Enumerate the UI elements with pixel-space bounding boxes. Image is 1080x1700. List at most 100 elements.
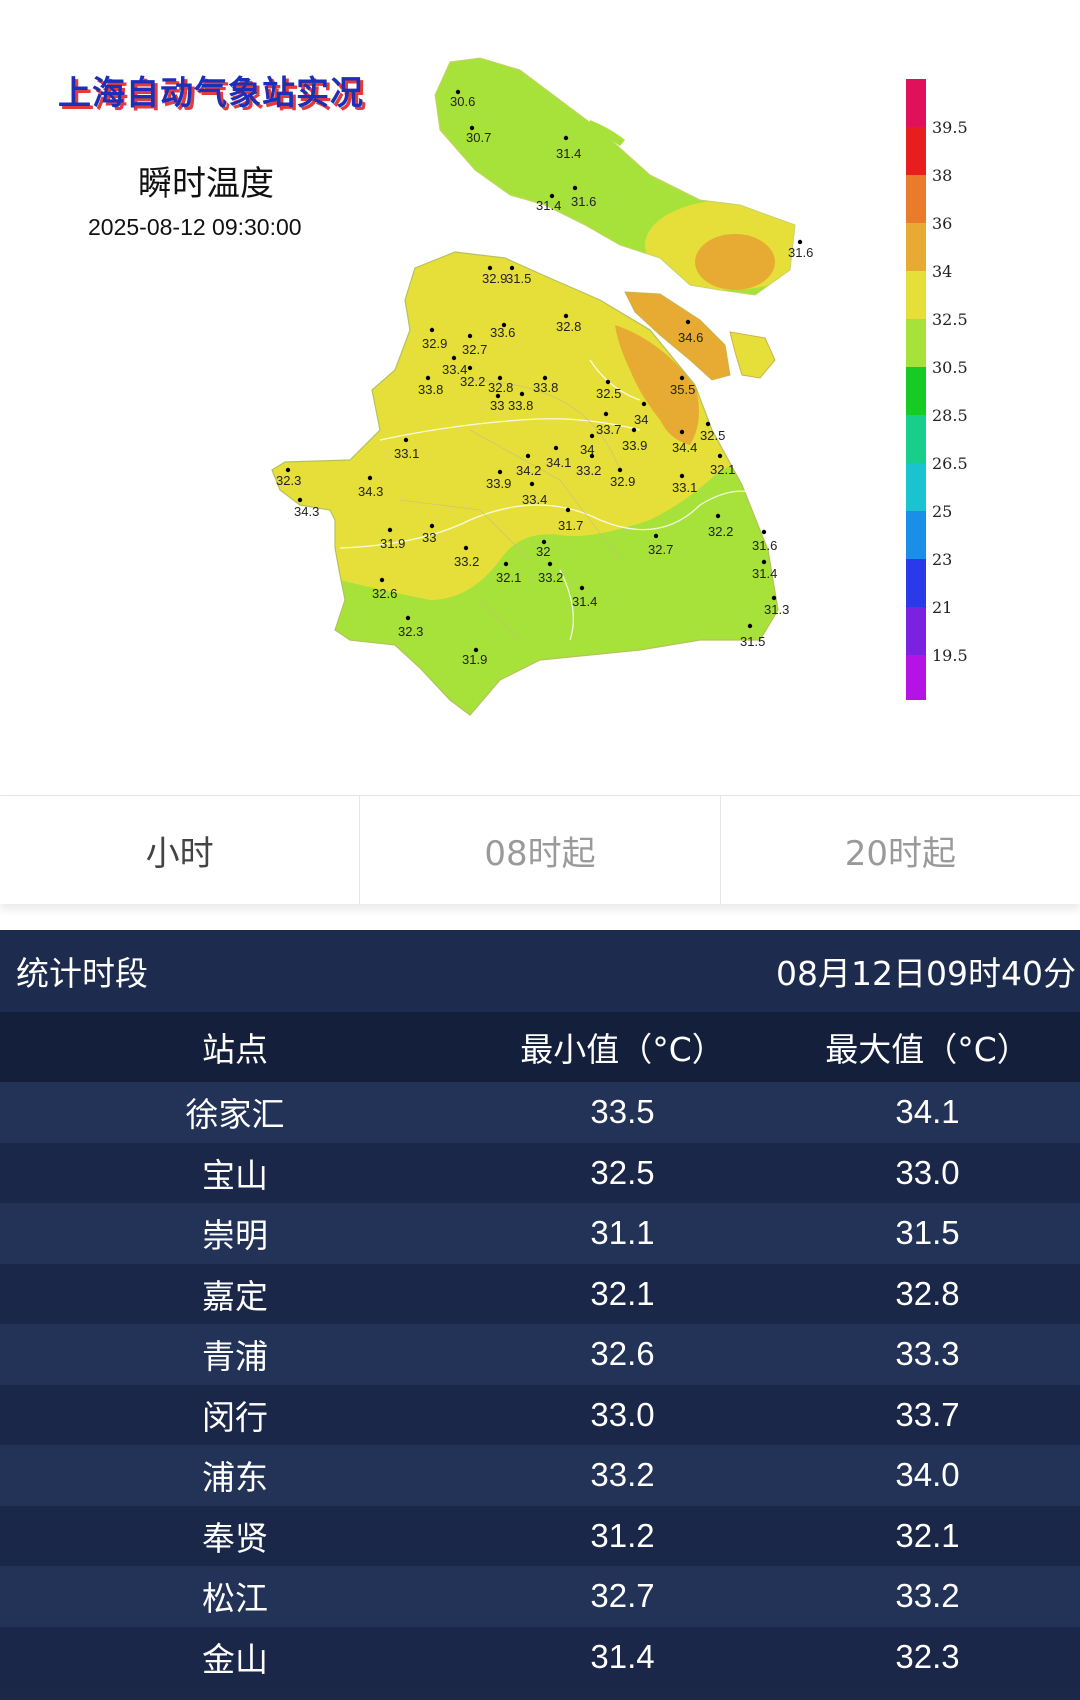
column-header-min: 最小值（°C） [520,1030,725,1069]
legend-swatch [906,271,926,319]
max-value: 34.1 [895,1093,960,1131]
station-value: 32.5 [700,428,725,443]
station-name: 崇明 [202,1216,268,1256]
station-name: 金山 [202,1639,268,1679]
station-value: 34 [634,412,648,427]
legend-label: 36 [932,214,952,233]
legend-swatch [906,655,926,700]
min-value: 31.2 [590,1516,655,1554]
max-value: 33.7 [895,1395,960,1433]
station-value: 34.3 [294,504,319,519]
legend-label: 34 [932,262,952,281]
temperature-map-panel: 30.6 30.7 31.4 31.4 31.6 31.6 32.9 31.5 … [0,0,1080,795]
max-value: 31.5 [895,1214,960,1252]
station-value: 33 [490,398,504,413]
station-value: 34.3 [358,484,383,499]
max-value: 32.1 [895,1516,960,1554]
max-value: 33.0 [895,1153,960,1191]
legend-swatch [906,511,926,559]
station-value: 33.9 [622,438,647,453]
station-value: 32.7 [462,342,487,357]
period-value: 08月12日09时40分 [776,954,1076,993]
station-value: 32.8 [488,380,513,395]
table-body: 徐家汇 33.5 34.1 宝山 32.5 33.0 崇明 31.1 31.5 … [0,1082,1080,1687]
tab-since-20[interactable]: 20时起 [844,833,956,874]
station-value: 32.8 [556,319,581,334]
station-value: 33.8 [508,398,533,413]
stats-table: 统计时段 08月12日09时40分 站点 最小值（°C） 最大值（°C） 徐家汇… [0,930,1080,1700]
legend-label: 38 [932,166,952,185]
station-name: 闵行 [202,1397,268,1437]
station-value: 31.5 [740,634,765,649]
map-title: 上海自动气象站实况 [58,73,364,112]
station-value: 32.3 [276,473,301,488]
station-value: 31.4 [752,566,777,581]
station-value: 31.3 [764,602,789,617]
station-value: 31.4 [556,146,581,161]
legend-swatch [906,319,926,367]
shanghai-temperature-map: 30.6 30.7 31.4 31.4 31.6 31.6 32.9 31.5 … [271,57,968,716]
station-value: 32.3 [398,624,423,639]
legend-label: 32.5 [932,310,968,329]
station-value: 31.5 [506,271,531,286]
station-value: 31.6 [571,194,596,209]
legend-label: 19.5 [932,646,968,665]
legend-swatch [906,79,926,127]
station-value: 32.1 [710,462,735,477]
tab-hourly[interactable]: 小时 [0,796,361,904]
max-value: 32.8 [895,1274,960,1312]
table-row: 青浦 32.6 33.3 [0,1324,1080,1385]
min-value: 33.5 [590,1093,655,1131]
min-value: 32.1 [590,1274,655,1312]
column-header-station: 站点 [202,1030,268,1069]
legend-swatch [906,415,926,463]
time-range-tabs: 小时 08时起 20时起 [0,795,1080,904]
table-row: 松江 32.7 33.2 [0,1566,1080,1627]
station-value: 33.4 [442,362,467,377]
table-row: 金山 31.4 32.3 [0,1626,1080,1687]
table-row: 崇明 31.1 31.5 [0,1203,1080,1264]
station-name: 浦东 [202,1458,268,1498]
table-header: 站点 最小值（°C） 最大值（°C） [0,1012,1080,1082]
station-name: 青浦 [202,1337,268,1377]
max-value: 32.3 [895,1637,960,1675]
legend-label: 25 [932,502,952,521]
max-value: 34.0 [895,1456,960,1494]
station-value: 33.8 [533,380,558,395]
table-row: 浦东 33.2 34.0 [0,1445,1080,1506]
station-value: 31.9 [462,652,487,667]
station-value: 33.1 [394,446,419,461]
min-value: 32.6 [590,1335,655,1373]
station-value: 32.7 [648,542,673,557]
legend-swatch [906,559,926,607]
legend-label: 39.5 [932,118,968,137]
station-value: 33.8 [418,382,443,397]
station-value: 33.2 [538,570,563,585]
legend-swatch [906,127,926,175]
station-value: 32.9 [422,336,447,351]
table-row: 宝山 32.5 33.0 [0,1142,1080,1203]
station-value: 32 [536,544,550,559]
column-header-max: 最大值（°C） [825,1030,1030,1069]
table-row: 徐家汇 33.5 34.1 [0,1082,1080,1143]
station-value: 33.6 [490,325,515,340]
legend-label: 23 [932,550,952,569]
station-name: 松江 [202,1579,268,1619]
station-name: 宝山 [202,1155,268,1195]
station-value: 32.5 [596,386,621,401]
station-value: 31.4 [536,198,561,213]
stats-period-bar: 统计时段 08月12日09时40分 [0,930,1080,1012]
station-value: 33.2 [454,554,479,569]
station-value: 31.6 [788,245,813,260]
tab-since-08[interactable]: 08时起 [360,796,721,904]
legend-swatch [906,607,926,655]
station-value: 32.1 [496,570,521,585]
station-value: 32.9 [610,474,635,489]
station-value: 33.7 [596,422,621,437]
station-value: 31.7 [558,518,583,533]
station-value: 32.2 [460,374,485,389]
min-value: 32.5 [590,1153,655,1191]
table-row: 闵行 33.0 33.7 [0,1384,1080,1445]
station-name: 奉贤 [202,1518,268,1558]
max-value: 33.3 [895,1335,960,1373]
